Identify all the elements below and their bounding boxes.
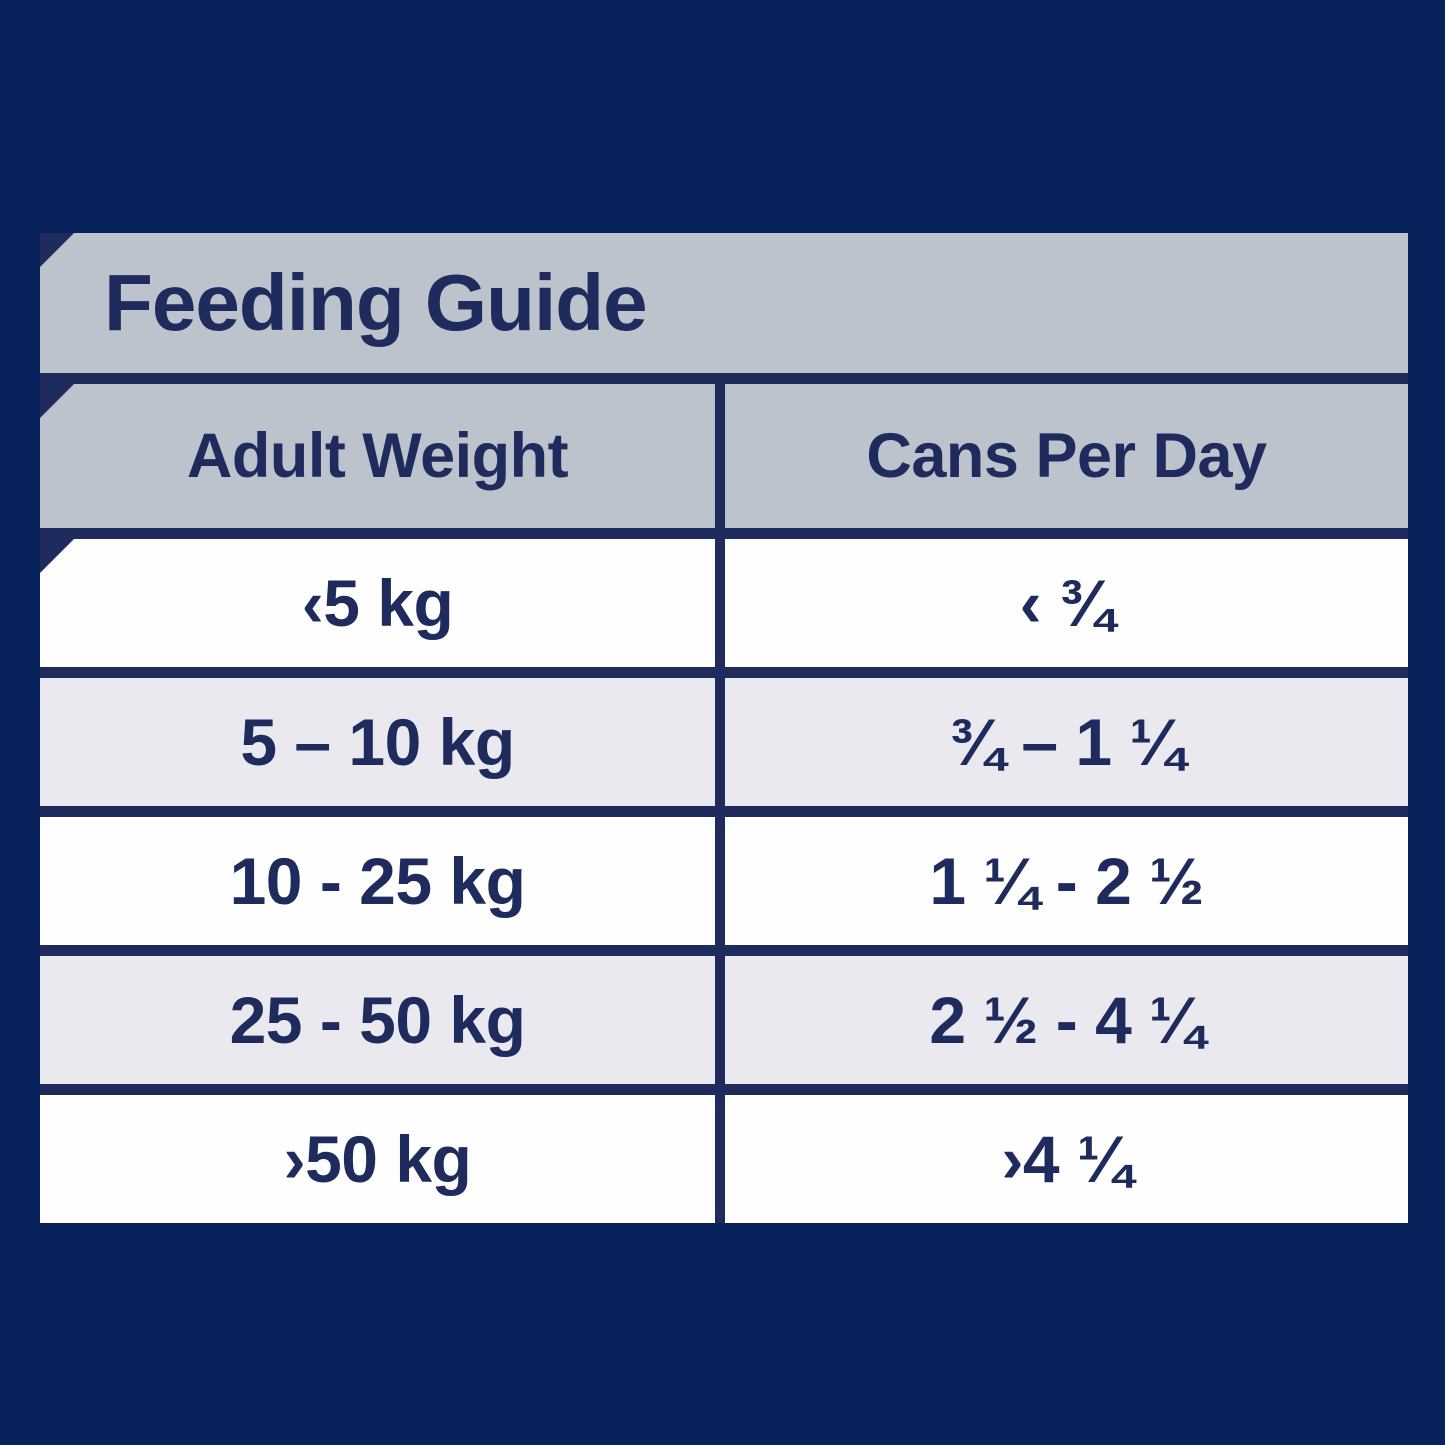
cans-value: 2 ½ - 4 ¼ [929, 983, 1204, 1057]
cans-cell: ›4 ¼ [725, 1095, 1408, 1223]
weight-value: 25 - 50 kg [229, 983, 526, 1057]
column-header-adult-weight: Adult Weight [40, 384, 715, 528]
feeding-guide-table: Feeding Guide Adult Weight Cans Per Day … [40, 233, 1408, 1223]
weight-cell: ›50 kg [40, 1095, 715, 1223]
column-header-label: Cans Per Day [866, 421, 1267, 491]
table-row: 10 - 25 kg 1 ¼ - 2 ½ [40, 817, 1408, 945]
weight-cell: 25 - 50 kg [40, 956, 715, 1084]
cans-cell: ‹ ¾ [725, 539, 1408, 667]
table-row: 5 – 10 kg ¾ – 1 ¼ [40, 678, 1408, 806]
weight-cell: ‹5 kg [40, 539, 715, 667]
cans-value: ‹ ¾ [1019, 566, 1114, 640]
page-title: Feeding Guide [104, 258, 648, 347]
weight-value: 10 - 25 kg [229, 844, 526, 918]
table-row: ›50 kg ›4 ¼ [40, 1095, 1408, 1223]
cans-value: 1 ¼ - 2 ½ [929, 844, 1204, 918]
cans-cell: 2 ½ - 4 ¼ [725, 956, 1408, 1084]
weight-cell: 10 - 25 kg [40, 817, 715, 945]
cans-value: ›4 ¼ [1001, 1122, 1132, 1196]
table-row: 25 - 50 kg 2 ½ - 4 ¼ [40, 956, 1408, 1084]
weight-value: ›50 kg [283, 1122, 472, 1196]
column-header-label: Adult Weight [186, 421, 569, 491]
weight-value: ‹5 kg [301, 566, 454, 640]
weight-cell: 5 – 10 kg [40, 678, 715, 806]
feeding-guide-title-banner: Feeding Guide [40, 233, 1408, 373]
table-row: ‹5 kg ‹ ¾ [40, 539, 1408, 667]
weight-value: 5 – 10 kg [240, 705, 515, 779]
cans-value: ¾ – 1 ¼ [948, 705, 1185, 779]
cans-cell: 1 ¼ - 2 ½ [725, 817, 1408, 945]
cans-cell: ¾ – 1 ¼ [725, 678, 1408, 806]
table-header-row: Adult Weight Cans Per Day [40, 384, 1408, 528]
column-header-cans-per-day: Cans Per Day [725, 384, 1408, 528]
